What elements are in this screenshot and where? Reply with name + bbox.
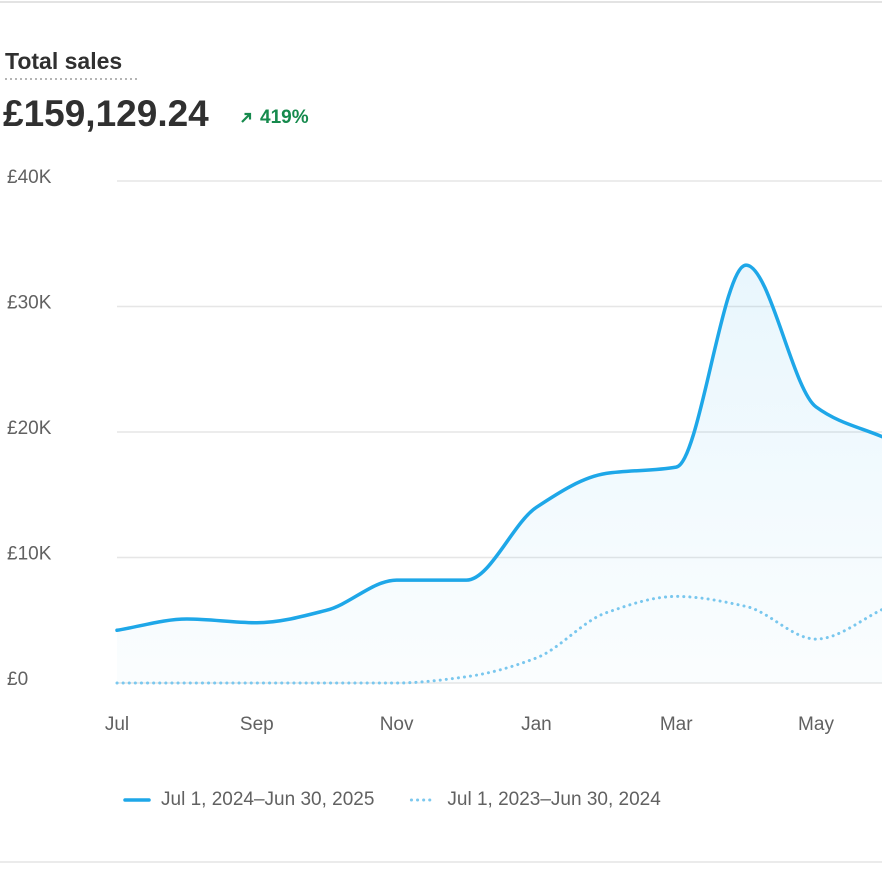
x-tick-label: Mar — [660, 714, 693, 735]
x-tick-label: Jan — [521, 714, 552, 735]
x-tick-label: Sep — [240, 714, 274, 735]
y-tick-label: £40K — [7, 167, 52, 188]
metric-total: £159,129.24 — [3, 93, 209, 134]
legend-label: Jul 1, 2024–Jun 30, 2025 — [161, 789, 374, 810]
y-tick-label: £30K — [7, 293, 52, 314]
series-line — [115, 263, 882, 633]
y-tick-label: £0 — [7, 669, 28, 690]
legend-label: Jul 1, 2023–Jun 30, 2024 — [447, 789, 661, 810]
x-tick-label: Jul — [105, 714, 129, 735]
y-tick-label: £20K — [7, 418, 52, 439]
x-tick-label: Nov — [380, 714, 414, 735]
metric-change: 419% — [260, 107, 309, 128]
y-tick-label: £10K — [7, 544, 52, 565]
x-tick-label: May — [798, 714, 834, 735]
area — [117, 265, 882, 683]
up-arrow-icon — [241, 112, 252, 123]
metric-title: Total sales — [5, 48, 122, 74]
